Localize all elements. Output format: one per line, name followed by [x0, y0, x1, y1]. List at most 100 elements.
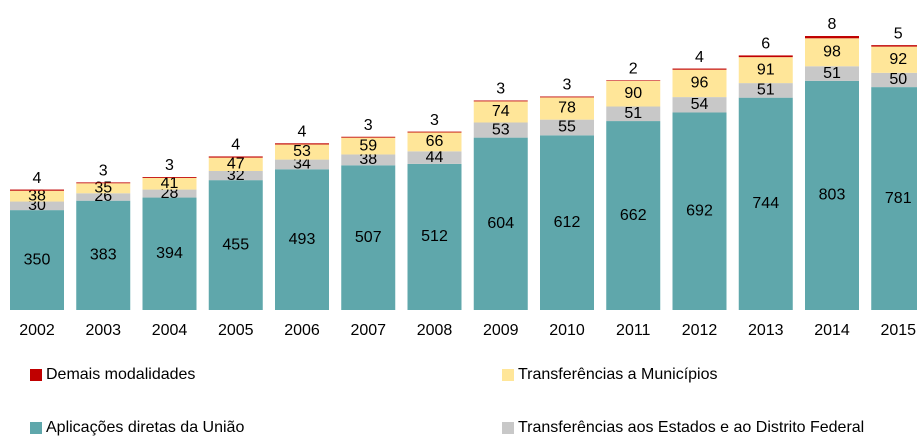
data-label: 692: [686, 202, 713, 219]
data-label: 6: [761, 36, 770, 53]
x-tick-label: 2013: [748, 322, 784, 339]
data-label: 455: [222, 236, 249, 253]
bar-segment: [208, 157, 263, 172]
bar-segment: [142, 197, 197, 310]
data-label: 662: [620, 207, 647, 224]
legend-swatch: [502, 369, 514, 381]
data-label: 3: [563, 77, 572, 94]
data-label: 507: [355, 229, 382, 246]
bar-segment: [540, 135, 594, 310]
data-label: 34: [293, 156, 311, 173]
legend-label: Transferências a Municípios: [518, 366, 718, 383]
bar-segment: [275, 144, 329, 160]
bar-segment: [540, 97, 594, 120]
data-label: 51: [624, 105, 642, 122]
data-label: 3: [430, 112, 439, 129]
bar-segment: [672, 97, 727, 113]
bar-segment: [473, 100, 528, 102]
bar-segment: [407, 132, 462, 152]
data-label: 35: [94, 179, 112, 196]
bar-segment: [672, 69, 727, 98]
bar-segment: [871, 46, 917, 73]
bar-segment: [540, 119, 594, 136]
data-label: 3: [165, 157, 174, 174]
data-label: 3: [99, 163, 108, 180]
data-label: 41: [161, 175, 179, 192]
bar-segment: [871, 87, 917, 310]
data-label: 53: [492, 121, 510, 138]
data-label: 54: [691, 96, 709, 113]
x-tick-label: 2004: [152, 322, 188, 339]
bar-segment: [738, 57, 793, 84]
data-label: 744: [752, 195, 779, 212]
x-tick-label: 2009: [483, 322, 519, 339]
bar-segment: [407, 151, 462, 164]
bar-segment: [606, 80, 661, 81]
bar-segment: [208, 156, 263, 158]
data-label: 92: [889, 51, 907, 68]
data-label: 4: [298, 124, 307, 141]
bar-segment: [473, 101, 528, 123]
bar-segment: [275, 169, 329, 310]
x-tick-label: 2002: [19, 322, 55, 339]
data-label: 383: [90, 247, 117, 264]
bar-segment: [871, 45, 917, 47]
bar-segment: [341, 137, 396, 155]
data-label: 8: [828, 16, 837, 33]
data-label: 394: [156, 245, 183, 262]
bar-segment: [341, 165, 396, 310]
legend-swatch: [30, 369, 42, 381]
data-label: 50: [889, 71, 907, 88]
x-tick-label: 2007: [350, 322, 386, 339]
bar-segment: [275, 159, 329, 170]
bar-segment: [805, 80, 859, 311]
data-label: 90: [624, 85, 642, 102]
bar-segment: [407, 131, 462, 133]
bar-segment: [208, 180, 263, 310]
bar-segment: [142, 189, 197, 198]
legend-label: Demais modalidades: [46, 366, 195, 383]
data-label: 98: [823, 44, 841, 61]
x-tick-label: 2006: [284, 322, 320, 339]
x-tick-label: 2011: [616, 322, 651, 339]
data-label: 59: [359, 137, 377, 154]
data-label: 44: [426, 149, 444, 166]
data-label: 55: [558, 119, 576, 136]
data-label: 5: [894, 25, 903, 42]
data-label: 96: [691, 75, 709, 92]
data-label: 51: [757, 82, 775, 99]
bar-segment: [76, 182, 131, 184]
data-label: 4: [695, 49, 704, 66]
bar-segment: [738, 55, 793, 58]
x-tick-label: 2010: [549, 322, 585, 339]
data-label: 74: [492, 103, 510, 120]
bar-segment: [76, 193, 131, 201]
x-tick-label: 2008: [417, 322, 453, 339]
data-label: 803: [819, 187, 846, 204]
data-label: 781: [885, 190, 912, 207]
data-label: 32: [227, 167, 245, 184]
data-label: 38: [359, 151, 377, 168]
bar-segment: [10, 190, 64, 202]
bar-segment: [672, 112, 727, 310]
bar-segment: [76, 200, 131, 310]
data-label: 78: [558, 100, 576, 117]
data-label: 612: [554, 214, 581, 231]
data-label: 66: [426, 133, 444, 150]
bar-segment: [540, 96, 594, 98]
data-label: 3: [364, 117, 373, 134]
data-label: 91: [757, 61, 775, 78]
bar-segment: [142, 177, 197, 190]
x-tick-label: 2015: [880, 322, 916, 339]
bar-segment: [606, 106, 661, 122]
bar-segment: [341, 154, 396, 166]
legend-swatch: [30, 422, 42, 434]
bar-segment: [275, 143, 329, 145]
bar-segment: [805, 38, 859, 67]
x-tick-label: 2003: [85, 322, 121, 339]
data-label: 51: [823, 65, 841, 82]
bar-segment: [672, 68, 727, 70]
data-label: 2: [629, 60, 638, 77]
bar-segment: [76, 183, 131, 194]
